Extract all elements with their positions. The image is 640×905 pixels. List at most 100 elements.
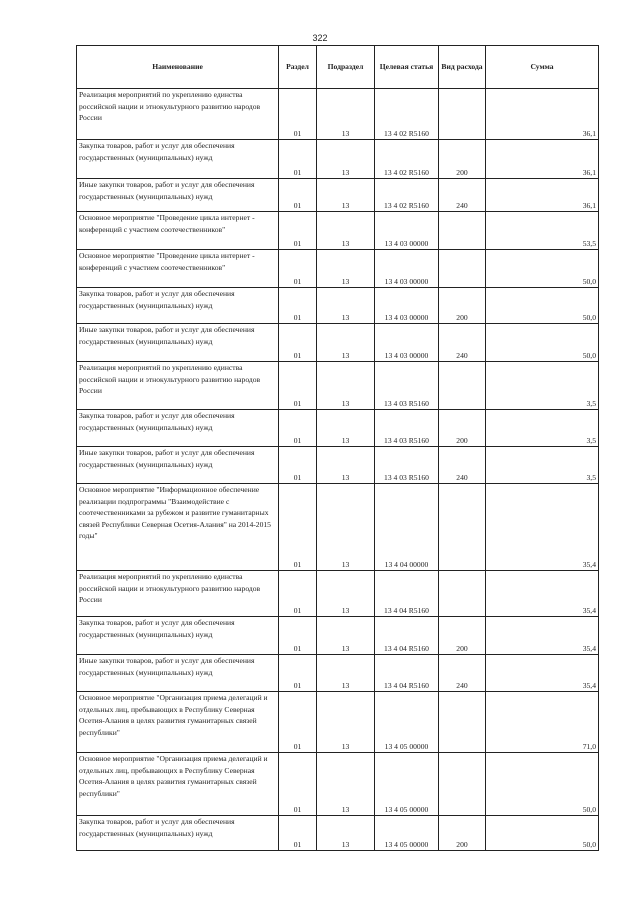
page-number: 322 bbox=[312, 33, 328, 43]
cell-name: Иные закупки товаров, работ и услуг для … bbox=[76, 178, 279, 212]
cell-statya: 13 4 03 00000 bbox=[374, 211, 439, 250]
cell-name: Реализация мероприятий по укреплению еди… bbox=[76, 88, 279, 140]
cell-summa: 35,4 bbox=[485, 616, 599, 655]
cell-vid bbox=[438, 361, 486, 410]
cell-summa: 53,5 bbox=[485, 211, 599, 250]
cell-name: Иные закупки товаров, работ и услуг для … bbox=[76, 323, 279, 362]
cell-podrazdel: 13 bbox=[316, 88, 375, 140]
cell-vid bbox=[438, 483, 486, 571]
cell-statya: 13 4 03 00000 bbox=[374, 287, 439, 324]
cell-razdel: 01 bbox=[278, 178, 317, 212]
cell-summa: 3,5 bbox=[485, 409, 599, 447]
cell-razdel: 01 bbox=[278, 323, 317, 362]
cell-statya: 13 4 03 R5160 bbox=[374, 446, 439, 484]
cell-vid bbox=[438, 88, 486, 140]
cell-summa: 35,4 bbox=[485, 654, 599, 692]
cell-name: Реализация мероприятий по укреплению еди… bbox=[76, 570, 279, 617]
cell-name: Основное мероприятие "Проведение цикла и… bbox=[76, 249, 279, 288]
table-row: Реализация мероприятий по укреплению еди… bbox=[76, 361, 599, 410]
cell-podrazdel: 13 bbox=[316, 752, 375, 816]
cell-statya: 13 4 03 00000 bbox=[374, 249, 439, 288]
cell-summa: 50,0 bbox=[485, 249, 599, 288]
cell-razdel: 01 bbox=[278, 409, 317, 447]
cell-razdel: 01 bbox=[278, 752, 317, 816]
cell-name: Основное мероприятие "Организация приема… bbox=[76, 691, 279, 753]
cell-podrazdel: 13 bbox=[316, 323, 375, 362]
cell-statya: 13 4 02 R5160 bbox=[374, 178, 439, 212]
cell-vid: 240 bbox=[438, 654, 486, 692]
cell-podrazdel: 13 bbox=[316, 654, 375, 692]
budget-table: Наименование Раздел Подраздел Целевая ст… bbox=[76, 45, 599, 851]
cell-vid: 200 bbox=[438, 815, 486, 851]
cell-podrazdel: 13 bbox=[316, 139, 375, 179]
cell-razdel: 01 bbox=[278, 139, 317, 179]
cell-summa: 3,5 bbox=[485, 361, 599, 410]
cell-name: Основное мероприятие "Организация приема… bbox=[76, 752, 279, 816]
cell-podrazdel: 13 bbox=[316, 287, 375, 324]
cell-razdel: 01 bbox=[278, 616, 317, 655]
cell-podrazdel: 13 bbox=[316, 361, 375, 410]
table-row: Основное мероприятие "Организация приема… bbox=[76, 752, 599, 816]
header-name: Наименование bbox=[76, 45, 279, 89]
header-vid: Вид расхода bbox=[438, 45, 486, 89]
cell-statya: 13 4 05 00000 bbox=[374, 752, 439, 816]
cell-statya: 13 4 04 R5160 bbox=[374, 654, 439, 692]
cell-vid: 240 bbox=[438, 446, 486, 484]
cell-razdel: 01 bbox=[278, 483, 317, 571]
cell-podrazdel: 13 bbox=[316, 249, 375, 288]
cell-summa: 36,1 bbox=[485, 139, 599, 179]
table-row: Основное мероприятие "Информационное обе… bbox=[76, 483, 599, 571]
cell-statya: 13 4 03 R5160 bbox=[374, 361, 439, 410]
cell-vid: 200 bbox=[438, 287, 486, 324]
cell-statya: 13 4 05 00000 bbox=[374, 691, 439, 753]
cell-name: Иные закупки товаров, работ и услуг для … bbox=[76, 446, 279, 484]
cell-vid bbox=[438, 691, 486, 753]
cell-summa: 50,0 bbox=[485, 287, 599, 324]
cell-razdel: 01 bbox=[278, 287, 317, 324]
cell-summa: 71,0 bbox=[485, 691, 599, 753]
cell-podrazdel: 13 bbox=[316, 691, 375, 753]
cell-summa: 36,1 bbox=[485, 178, 599, 212]
cell-vid bbox=[438, 211, 486, 250]
table-row: Иные закупки товаров, работ и услуг для … bbox=[76, 446, 599, 484]
cell-vid: 200 bbox=[438, 616, 486, 655]
cell-vid: 200 bbox=[438, 409, 486, 447]
cell-statya: 13 4 02 R5160 bbox=[374, 139, 439, 179]
table-header-row: Наименование Раздел Подраздел Целевая ст… bbox=[76, 45, 599, 89]
cell-statya: 13 4 05 00000 bbox=[374, 815, 439, 851]
cell-summa: 50,0 bbox=[485, 815, 599, 851]
cell-razdel: 01 bbox=[278, 570, 317, 617]
cell-vid bbox=[438, 570, 486, 617]
cell-summa: 50,0 bbox=[485, 752, 599, 816]
cell-podrazdel: 13 bbox=[316, 570, 375, 617]
cell-podrazdel: 13 bbox=[316, 211, 375, 250]
table-row: Закупка товаров, работ и услуг для обесп… bbox=[76, 139, 599, 179]
cell-razdel: 01 bbox=[278, 691, 317, 753]
cell-statya: 13 4 03 R5160 bbox=[374, 409, 439, 447]
cell-statya: 13 4 03 00000 bbox=[374, 323, 439, 362]
header-podrazdel: Подраздел bbox=[316, 45, 375, 89]
cell-statya: 13 4 04 R5160 bbox=[374, 570, 439, 617]
cell-podrazdel: 13 bbox=[316, 815, 375, 851]
cell-name: Иные закупки товаров, работ и услуг для … bbox=[76, 654, 279, 692]
cell-summa: 35,4 bbox=[485, 570, 599, 617]
table-row: Основное мероприятие "Проведение цикла и… bbox=[76, 211, 599, 250]
cell-name: Закупка товаров, работ и услуг для обесп… bbox=[76, 287, 279, 324]
cell-vid: 200 bbox=[438, 139, 486, 179]
table-row: Реализация мероприятий по укреплению еди… bbox=[76, 88, 599, 140]
cell-summa: 3,5 bbox=[485, 446, 599, 484]
cell-vid bbox=[438, 752, 486, 816]
cell-razdel: 01 bbox=[278, 361, 317, 410]
cell-statya: 13 4 04 R5160 bbox=[374, 616, 439, 655]
table-row: Закупка товаров, работ и услуг для обесп… bbox=[76, 409, 599, 447]
cell-name: Основное мероприятие "Проведение цикла и… bbox=[76, 211, 279, 250]
header-statya: Целевая статья bbox=[374, 45, 439, 89]
table-row: Иные закупки товаров, работ и услуг для … bbox=[76, 654, 599, 692]
cell-statya: 13 4 04 00000 bbox=[374, 483, 439, 571]
cell-name: Закупка товаров, работ и услуг для обесп… bbox=[76, 815, 279, 851]
cell-summa: 36,1 bbox=[485, 88, 599, 140]
cell-podrazdel: 13 bbox=[316, 446, 375, 484]
cell-razdel: 01 bbox=[278, 815, 317, 851]
cell-vid bbox=[438, 249, 486, 288]
cell-vid: 240 bbox=[438, 323, 486, 362]
